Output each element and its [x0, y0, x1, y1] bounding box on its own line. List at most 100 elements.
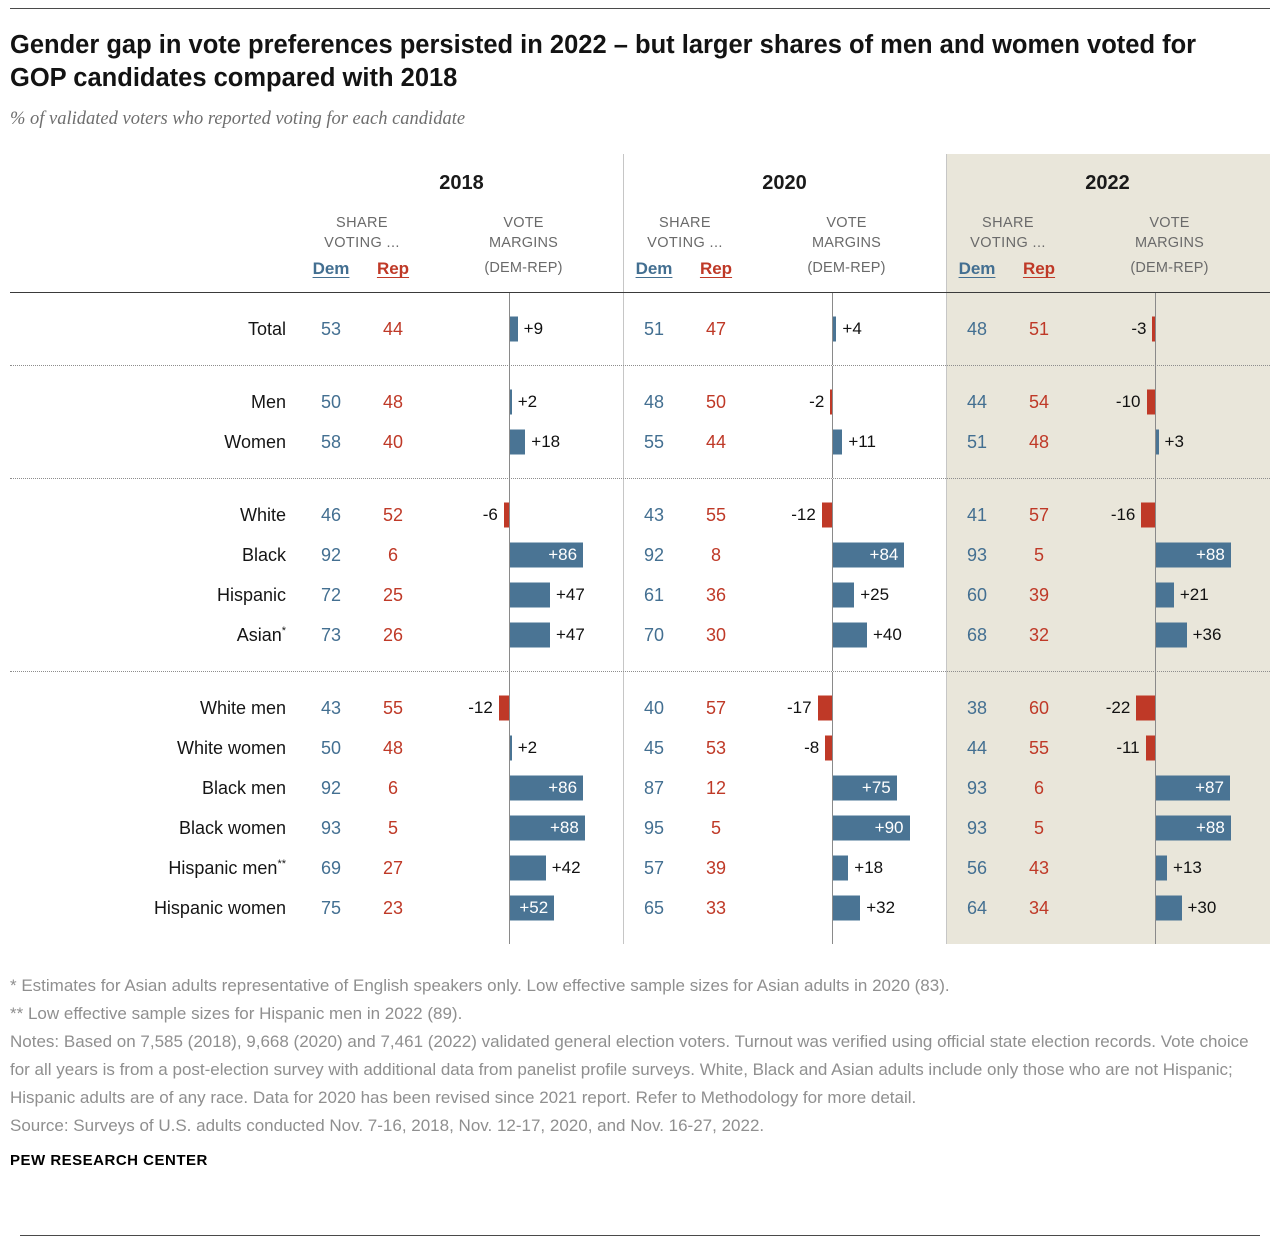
- year-group-2020: 51 47 +4: [623, 293, 946, 366]
- dem-share-value: 93: [320, 817, 342, 838]
- margin-bar-cell: +30: [1070, 872, 1269, 945]
- margin-bar-cell: +47: [424, 559, 623, 632]
- table-row: White men 43 55 -12 40 57 -17 38 60 -22: [10, 672, 1270, 745]
- margin-bar: [1136, 695, 1155, 721]
- dem-share-value: 51: [966, 431, 988, 452]
- zero-axis: [1155, 599, 1156, 672]
- rep-share-value: 54: [1028, 391, 1050, 412]
- year-group-2022: 64 34 +30: [946, 872, 1269, 945]
- table-row: Hispanic women 75 23 +52 65 33 +32 64 34 +30: [10, 872, 1270, 945]
- table-row: Women 58 40 +18 55 44 +11 51 48 +3: [10, 406, 1270, 479]
- margin-value: +47: [555, 585, 585, 605]
- dem-share-value: 57: [643, 857, 665, 878]
- margin-bar: [510, 855, 546, 881]
- share-head-line1: SHARE: [982, 215, 1034, 232]
- margin-bar-cell: +84: [747, 519, 946, 592]
- dem-share-value: 40: [643, 697, 665, 718]
- year-group-2022: 93 6 +87: [946, 752, 1269, 825]
- row-label: Hispanic men**: [168, 857, 286, 878]
- margin-bar: [510, 775, 584, 801]
- share-voting-header: SHARE VOTING ... Dem Rep: [623, 213, 747, 280]
- margin-bar-cell: +88: [424, 792, 623, 865]
- margin-value: +88: [1195, 545, 1225, 565]
- share-head-line2: VOTING ...: [324, 235, 400, 252]
- margin-bar: [510, 389, 512, 415]
- margin-bar: [1146, 389, 1155, 415]
- margin-bar-cell: +4: [747, 293, 946, 366]
- margin-bar-cell: +36: [1070, 599, 1269, 672]
- row-group: White 46 52 -6 43 55 -12 41 57 -16 Black 92 6 +86 92 8 +…: [10, 478, 1270, 672]
- rep-share-value: 55: [1028, 737, 1050, 758]
- zero-axis: [832, 293, 833, 366]
- chart: 2018 SHARE VOTING ... Dem Rep VOTE MARGI…: [10, 154, 1270, 945]
- rep-share-value: 26: [382, 624, 404, 645]
- year-group-2020: 45 53 -8: [623, 712, 946, 785]
- dem-share-value: 75: [320, 897, 342, 918]
- margin-bar-cell: -17: [747, 672, 946, 745]
- rep-share-value: 43: [1028, 857, 1050, 878]
- row-label: Black men: [201, 777, 286, 798]
- year-group-2022: 38 60 -22: [946, 672, 1269, 745]
- margins-head-line3: (DEM-REP): [1130, 260, 1209, 277]
- margin-bar-cell: +47: [424, 599, 623, 672]
- rep-share-value: 5: [1033, 544, 1044, 565]
- margin-bar-cell: +86: [424, 752, 623, 825]
- dem-share-value: 45: [643, 737, 665, 758]
- footnote-double-asterisk: ** Low effective sample sizes for Hispan…: [10, 1004, 463, 1024]
- margin-bar-cell: +18: [747, 832, 946, 905]
- margin-bar-cell: +86: [424, 519, 623, 592]
- rep-share-value: 6: [387, 544, 398, 565]
- margin-bar-cell: -11: [1070, 712, 1269, 785]
- margin-value: +18: [531, 432, 561, 452]
- zero-axis: [832, 832, 833, 905]
- margin-bar-cell: -2: [747, 366, 946, 439]
- zero-axis: [509, 752, 510, 825]
- margin-value: +3: [1164, 432, 1184, 452]
- rep-share-value: 47: [705, 318, 727, 339]
- rep-share-value: 48: [382, 737, 404, 758]
- chart-body: Total 53 44 +9 51 47 +4 48 51 -3 Men 50 48 +2 48 50 -2 44…: [10, 293, 1270, 945]
- margin-value: +25: [860, 585, 890, 605]
- year-column-header-2020: 2020 SHARE VOTING ... Dem Rep VOTE MARGI…: [623, 172, 946, 280]
- margins-head-line2: MARGINS: [488, 235, 559, 252]
- rep-share-value: 25: [382, 584, 404, 605]
- dem-share-value: 70: [643, 624, 665, 645]
- rep-share-value: 27: [382, 857, 404, 878]
- year-group-2020: 55 44 +11: [623, 406, 946, 479]
- notes-text: Notes: Based on 7,585 (2018), 9,668 (202…: [10, 1032, 1249, 1108]
- page-title: Gender gap in vote preferences persisted…: [10, 31, 1197, 93]
- rep-share-value: 6: [387, 777, 398, 798]
- dem-col-label: Dem: [635, 259, 673, 279]
- year-group-2020: 61 36 +25: [623, 559, 946, 632]
- margin-bar-cell: +88: [1070, 792, 1269, 865]
- zero-axis: [832, 599, 833, 672]
- rep-col-label: Rep: [1022, 259, 1056, 279]
- margin-value: +36: [1192, 625, 1222, 645]
- dem-share-value: 58: [320, 431, 342, 452]
- rep-share-value: 48: [1028, 431, 1050, 452]
- year-group-2020: 92 8 +84: [623, 519, 946, 592]
- margin-bar-cell: +88: [1070, 519, 1269, 592]
- zero-axis: [832, 672, 833, 745]
- margins-head-line2: MARGINS: [811, 235, 882, 252]
- margin-bar: [1156, 429, 1159, 455]
- table-row: Asian* 73 26 +47 70 30 +40 68 32 +36: [10, 599, 1270, 672]
- vote-margins-header: VOTE MARGINS (DEM-REP): [1070, 213, 1269, 280]
- rep-share-value: 52: [382, 504, 404, 525]
- zero-axis: [509, 672, 510, 745]
- margin-bar: [1145, 735, 1155, 761]
- zero-axis: [1155, 479, 1156, 552]
- margin-bar: [833, 542, 905, 568]
- table-row: Hispanic 72 25 +47 61 36 +25 60 39 +21: [10, 559, 1270, 632]
- margin-value: +88: [549, 818, 579, 838]
- row-group: White men 43 55 -12 40 57 -17 38 60 -22 White wome…: [10, 671, 1270, 945]
- margin-bar: [825, 735, 832, 761]
- row-label: White women: [176, 737, 286, 758]
- zero-axis: [1155, 293, 1156, 366]
- year-group-2018: 73 26 +47: [300, 599, 623, 672]
- margins-head-line3: (DEM-REP): [484, 260, 563, 277]
- year-group-2020: 95 5 +90: [623, 792, 946, 865]
- margin-value: +86: [548, 778, 578, 798]
- zero-axis: [509, 519, 510, 592]
- row-group: Total 53 44 +9 51 47 +4 48 51 -3: [10, 293, 1270, 366]
